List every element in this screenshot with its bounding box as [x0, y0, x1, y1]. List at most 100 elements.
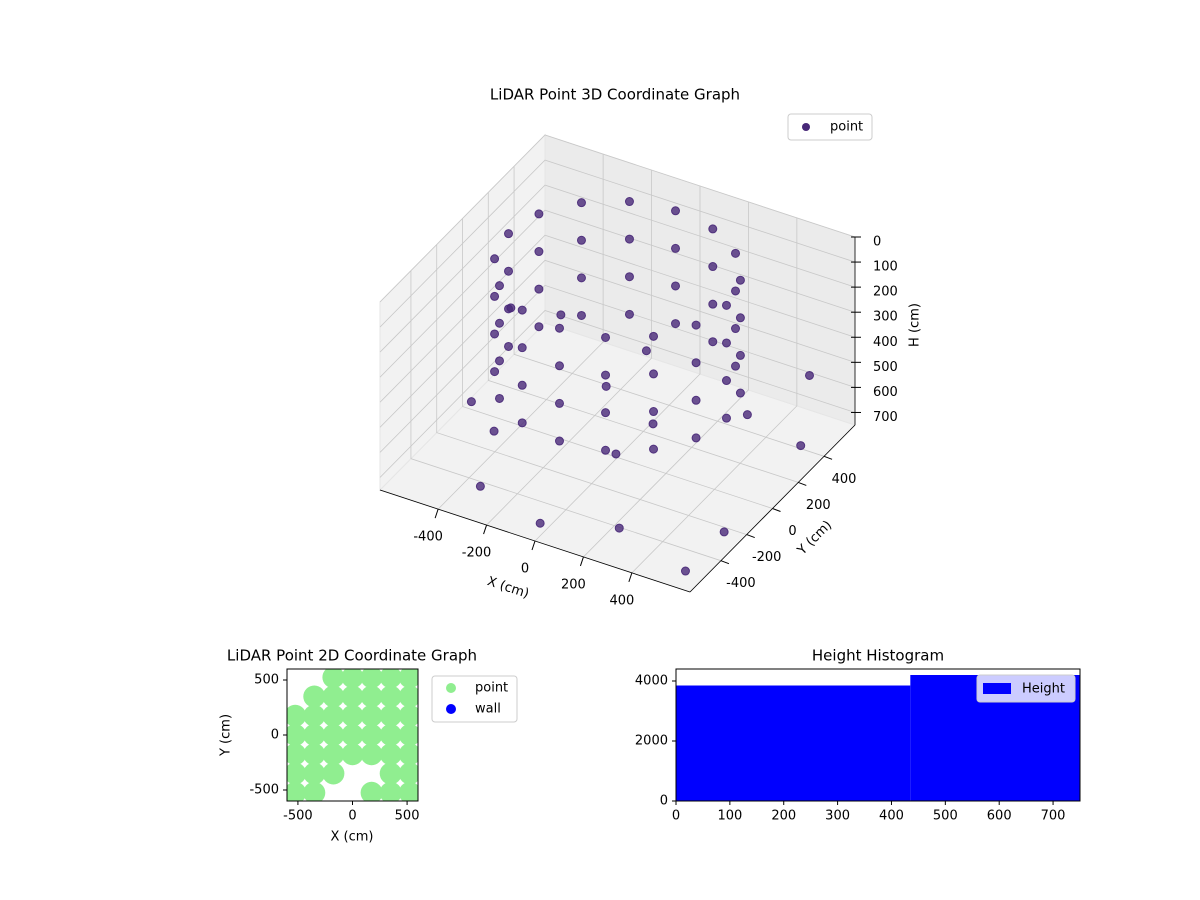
point	[466, 397, 476, 407]
z-tick-label: 0	[873, 235, 881, 250]
point	[671, 243, 681, 253]
point	[475, 481, 485, 491]
point	[303, 762, 326, 785]
point	[504, 266, 514, 276]
y-tick	[772, 508, 781, 512]
y-tick	[798, 481, 807, 486]
point	[721, 413, 731, 423]
point	[303, 704, 326, 727]
point	[735, 388, 745, 398]
y-tick	[746, 534, 755, 539]
grid-line	[487, 192, 799, 483]
point	[322, 762, 345, 785]
x-tick-label: 0	[348, 809, 356, 824]
point	[735, 275, 745, 285]
point	[534, 322, 544, 332]
point	[398, 669, 418, 689]
point	[742, 410, 752, 420]
point	[341, 743, 364, 766]
x-tick-label: 300	[825, 809, 850, 824]
point	[341, 685, 364, 708]
y-tick-label: 500	[254, 673, 279, 688]
point	[303, 724, 326, 746]
axis-line	[689, 424, 856, 593]
grid-line	[486, 170, 652, 526]
point	[624, 309, 634, 319]
point	[360, 685, 383, 708]
point	[535, 518, 545, 528]
x-tick	[483, 524, 488, 535]
point	[287, 781, 307, 801]
point	[721, 376, 731, 386]
point	[671, 206, 681, 216]
x-tick-label: 400	[879, 809, 904, 824]
point	[322, 685, 345, 708]
grid-line	[379, 284, 856, 453]
point	[576, 310, 586, 320]
point	[691, 320, 701, 330]
point	[517, 305, 527, 315]
point	[322, 704, 345, 727]
z-axis-label: H (cm)	[908, 303, 923, 347]
grid-line	[379, 310, 856, 478]
y-tick-label: 0	[271, 728, 279, 743]
point	[624, 197, 634, 207]
point	[731, 248, 741, 258]
point	[534, 284, 544, 294]
point	[287, 704, 307, 727]
grid-line	[437, 154, 604, 510]
point	[398, 743, 418, 766]
point	[504, 229, 514, 239]
point	[671, 281, 681, 291]
point	[360, 781, 383, 801]
point	[735, 350, 745, 360]
point	[490, 367, 500, 377]
point	[490, 254, 500, 264]
legend-marker	[802, 123, 810, 131]
x-tick-label: 500	[395, 809, 420, 824]
point	[721, 300, 731, 310]
point	[731, 286, 741, 296]
point	[576, 235, 586, 245]
point	[614, 523, 624, 533]
point	[287, 724, 307, 746]
legend-marker	[446, 683, 456, 693]
y-tick-label: 200	[806, 498, 831, 513]
point	[341, 704, 364, 727]
axis-line	[379, 489, 691, 593]
grid-line	[513, 166, 825, 457]
point	[360, 724, 383, 746]
point	[611, 449, 621, 459]
point	[534, 247, 544, 257]
point	[398, 781, 418, 801]
point	[494, 318, 504, 328]
point	[398, 704, 418, 727]
point	[303, 743, 326, 766]
point	[721, 338, 731, 348]
point	[379, 669, 402, 689]
point	[398, 685, 418, 708]
point	[601, 445, 611, 455]
x-axis-label: X (cm)	[485, 574, 531, 602]
y-tick-label: 4000	[635, 674, 668, 689]
grid-line	[436, 244, 747, 535]
point	[649, 444, 659, 454]
point	[624, 272, 634, 282]
grid-line	[379, 234, 856, 403]
y-tick-label: 400	[832, 472, 857, 487]
point	[517, 343, 527, 353]
z-tick-label: 300	[873, 310, 898, 325]
x-tick-label: 200	[561, 577, 586, 592]
y-tick-label: 0	[788, 524, 796, 539]
point	[649, 331, 659, 341]
legend-marker	[983, 683, 1011, 694]
point	[379, 724, 402, 746]
x-tick-label: 600	[987, 809, 1012, 824]
y-tick	[720, 560, 730, 565]
point	[360, 743, 383, 766]
z-tick-label: 500	[873, 360, 898, 375]
grid-line	[379, 209, 856, 378]
grid-line	[379, 259, 856, 428]
